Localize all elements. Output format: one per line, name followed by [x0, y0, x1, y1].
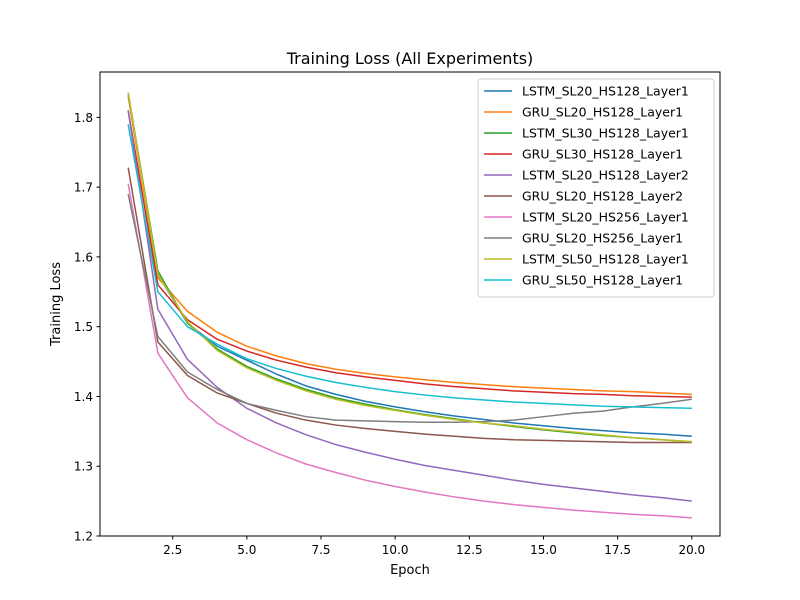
series-line-9: [127, 92, 692, 443]
legend-label: GRU_SL50_HS128_Layer1: [522, 273, 683, 288]
plot-lines: [127, 92, 692, 519]
legend-label: GRU_SL20_HS128_Layer1: [522, 105, 683, 120]
x-tick-label: 15.0: [530, 543, 557, 557]
x-tick-label: 20.0: [678, 543, 705, 557]
legend-label: GRU_SL30_HS128_Layer1: [522, 147, 683, 162]
legend-label: LSTM_SL20_HS128_Layer2: [522, 168, 689, 183]
legend-label: LSTM_SL20_HS128_Layer1: [522, 84, 689, 99]
legend-label: LSTM_SL30_HS128_Layer1: [522, 126, 689, 141]
x-tick-label: 12.5: [456, 543, 483, 557]
y-tick-label: 1.7: [74, 181, 93, 195]
legend-box: [477, 78, 715, 298]
chart-title: Training Loss (All Experiments): [286, 49, 534, 68]
x-tick-label: 10.0: [382, 543, 409, 557]
x-axis-ticks: 2.5 5.0 7.5 10.0 12.5 15.0 17.5 20.0: [163, 536, 705, 557]
y-tick-label: 1.3: [74, 460, 93, 474]
series-line-8: [127, 193, 692, 424]
plot-frame: [99, 71, 721, 537]
y-axis-label: Training Loss: [49, 262, 64, 347]
legend-label: GRU_SL20_HS128_Layer2: [522, 189, 683, 204]
y-tick-label: 1.2: [74, 530, 93, 544]
y-tick-label: 1.8: [74, 111, 93, 125]
x-tick-label: 2.5: [163, 543, 182, 557]
series-line-5: [127, 110, 692, 502]
y-tick-label: 1.5: [74, 320, 93, 334]
legend-label: GRU_SL20_HS256_Layer1: [522, 231, 683, 246]
series-line-10: [127, 124, 692, 410]
series-line-4: [127, 110, 692, 398]
x-axis-label: Epoch: [390, 563, 430, 578]
x-tick-label: 5.0: [237, 543, 256, 557]
series-line-7: [127, 183, 692, 519]
x-tick-label: 17.5: [604, 543, 631, 557]
series-line-2: [127, 96, 692, 396]
legend-label: LSTM_SL50_HS128_Layer1: [522, 252, 689, 267]
y-tick-label: 1.4: [74, 390, 93, 404]
series-line-6: [127, 167, 692, 444]
series-line-1: [127, 92, 692, 437]
x-tick-label: 7.5: [311, 543, 330, 557]
legend: LSTM_SL20_HS128_Layer1 GRU_SL20_HS128_Lay…: [477, 78, 715, 298]
y-tick-label: 1.6: [74, 250, 93, 264]
legend-label: LSTM_SL20_HS256_Layer1: [522, 210, 689, 225]
y-axis-ticks: 1.2 1.3 1.4 1.5 1.6 1.7 1.8: [74, 111, 100, 544]
